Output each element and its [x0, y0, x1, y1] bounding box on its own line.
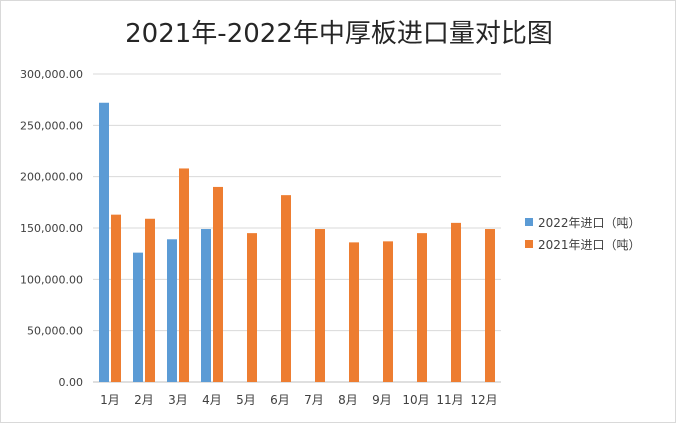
- bar-2021-11: [451, 222, 461, 382]
- y-tick-label: 50,000.00: [27, 325, 83, 338]
- bar-2022-3: [167, 239, 177, 382]
- legend-swatch-2021: [525, 240, 533, 248]
- legend-swatch-2022: [525, 218, 533, 226]
- bar-2021-6: [281, 195, 291, 382]
- y-tick-label: 100,000.00: [20, 273, 83, 286]
- bar-2021-1: [111, 214, 121, 382]
- legend: 2022年进口（吨） 2021年进口（吨）: [525, 211, 641, 255]
- bar-2021-5: [247, 233, 257, 382]
- legend-label-2022: 2022年进口（吨）: [538, 215, 641, 230]
- bar-2021-12: [485, 229, 495, 382]
- y-tick-label: 0.00: [59, 376, 84, 389]
- x-tick-label: 11月: [436, 393, 463, 407]
- x-tick-label: 10月: [402, 393, 429, 407]
- x-tick-label: 12月: [470, 393, 497, 407]
- bar-2021-9: [383, 241, 393, 382]
- y-tick-label: 250,000.00: [20, 119, 83, 132]
- x-tick-label: 4月: [202, 393, 222, 407]
- y-tick-label: 150,000.00: [20, 222, 83, 235]
- bar-2021-7: [315, 229, 325, 382]
- bar-2022-2: [133, 252, 143, 382]
- x-tick-label: 9月: [372, 393, 392, 407]
- bar-2021-10: [417, 233, 427, 382]
- bar-2021-2: [145, 218, 155, 382]
- x-tick-label: 1月: [100, 393, 120, 407]
- x-tick-label: 5月: [236, 393, 256, 407]
- legend-item-2022: 2022年进口（吨）: [525, 211, 641, 233]
- x-tick-label: 7月: [304, 393, 324, 407]
- legend-item-2021: 2021年进口（吨）: [525, 233, 641, 255]
- bar-2021-3: [179, 168, 189, 382]
- x-tick-label: 6月: [270, 393, 290, 407]
- bar-2021-4: [213, 186, 223, 382]
- y-tick-label: 300,000.00: [20, 68, 83, 81]
- legend-label-2021: 2021年进口（吨）: [538, 237, 641, 252]
- x-tick-label: 2月: [134, 393, 154, 407]
- bar-2022-1: [99, 102, 109, 382]
- y-tick-label: 200,000.00: [20, 171, 83, 184]
- bar-2021-8: [349, 242, 359, 382]
- x-tick-label: 8月: [338, 393, 358, 407]
- bar-2022-4: [201, 229, 211, 382]
- x-tick-label: 3月: [168, 393, 188, 407]
- chart-title: 2021年-2022年中厚板进口量对比图: [125, 19, 553, 49]
